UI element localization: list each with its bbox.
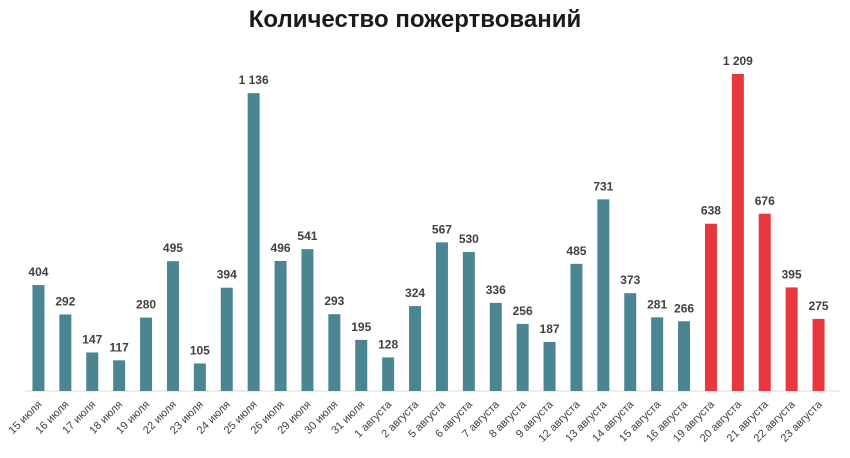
bar	[220, 287, 233, 391]
bar	[382, 357, 395, 391]
bar	[704, 223, 717, 391]
data-label: 394	[217, 268, 237, 282]
bar	[247, 93, 260, 391]
data-label: 530	[459, 232, 479, 246]
bar	[328, 314, 341, 391]
data-label: 395	[782, 267, 802, 281]
data-label: 676	[755, 194, 775, 208]
bar	[409, 306, 422, 391]
bar	[516, 323, 529, 391]
data-label: 485	[566, 244, 586, 258]
bar	[812, 318, 825, 391]
bar	[678, 321, 691, 391]
bar	[731, 74, 744, 391]
bar	[462, 252, 475, 391]
data-label: 195	[351, 320, 371, 334]
data-label: 324	[405, 286, 425, 300]
bar	[543, 341, 556, 391]
data-label: 496	[271, 241, 291, 255]
data-label: 293	[324, 294, 344, 308]
data-label: 147	[82, 332, 102, 346]
bar	[140, 317, 153, 391]
bar	[570, 263, 583, 391]
bar	[435, 242, 448, 391]
bar	[785, 287, 798, 391]
data-label: 495	[163, 241, 183, 255]
bar	[624, 293, 637, 391]
data-label: 187	[540, 322, 560, 336]
bar	[355, 339, 368, 391]
bar	[597, 199, 610, 391]
data-label: 731	[593, 179, 613, 193]
data-label: 105	[190, 343, 210, 357]
data-label: 638	[701, 204, 721, 218]
bar	[758, 213, 771, 391]
bar	[651, 317, 664, 391]
bar	[166, 261, 179, 391]
data-label: 275	[809, 299, 829, 313]
bar	[59, 314, 72, 391]
bar	[193, 363, 206, 391]
data-label: 373	[620, 273, 640, 287]
bar	[32, 285, 45, 391]
data-label: 541	[297, 229, 317, 243]
bar	[489, 302, 502, 391]
data-label: 336	[486, 283, 506, 297]
data-label: 128	[378, 337, 398, 351]
data-label: 1 136	[239, 73, 269, 87]
data-label: 266	[674, 301, 694, 315]
data-label: 280	[136, 298, 156, 312]
chart-title: Количество пожертвований	[248, 6, 582, 33]
data-label: 281	[647, 297, 667, 311]
data-label: 404	[28, 265, 48, 279]
bar	[274, 260, 287, 391]
bar	[86, 352, 99, 391]
data-label: 117	[109, 340, 129, 354]
data-label: 292	[55, 294, 75, 308]
bar	[301, 249, 314, 391]
bar	[113, 360, 126, 391]
data-label: 256	[513, 304, 533, 318]
data-label: 1 209	[723, 54, 753, 68]
data-label: 567	[432, 222, 452, 236]
